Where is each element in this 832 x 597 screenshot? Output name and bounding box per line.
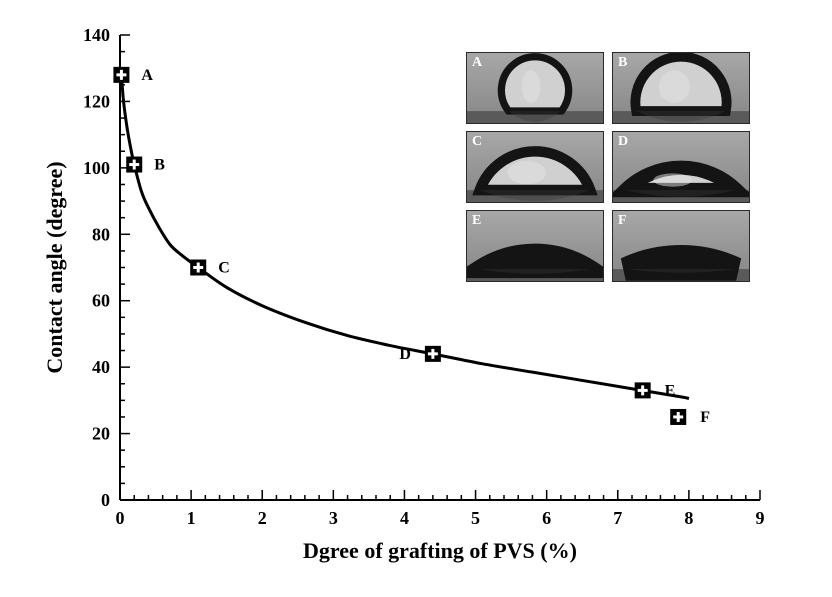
inset-drop-image: C (466, 131, 604, 203)
x-tick-label: 0 (116, 508, 125, 528)
data-point (190, 260, 206, 276)
y-tick-label: 20 (92, 424, 110, 444)
figure-container: 0 1 2 3 4 5 6 7 8 9 0 20 40 60 80 100 120 140 Dgree of gra… (0, 0, 832, 597)
inset-drop-image: B (612, 52, 750, 124)
inset-drop-image: F (612, 210, 750, 282)
data-point (670, 409, 686, 425)
inset-drop-image: D (612, 131, 750, 203)
point-label: D (399, 346, 411, 363)
point-label: B (154, 157, 165, 174)
x-tick-label: 9 (756, 508, 765, 528)
point-label: F (700, 409, 710, 426)
inset-panel: A B C D E F (466, 52, 750, 282)
point-label: A (141, 67, 153, 84)
y-tick-label: 0 (101, 490, 110, 510)
inset-label: A (472, 55, 482, 71)
point-label: C (218, 260, 230, 277)
y-tick-label: 80 (92, 224, 110, 244)
x-tick-label: 2 (258, 508, 267, 528)
inset-label: E (472, 213, 481, 229)
y-tick-label: 100 (83, 158, 110, 178)
y-tick-label: 140 (83, 25, 110, 45)
x-axis-label: Dgree of grafting of PVS (%) (303, 538, 577, 563)
inset-drop-image: E (466, 210, 604, 282)
y-tick-label: 120 (83, 91, 110, 111)
data-point (635, 382, 651, 398)
x-tick-label: 7 (613, 508, 622, 528)
x-tick-label: 4 (400, 508, 409, 528)
x-tick-label: 1 (187, 508, 196, 528)
data-point (425, 346, 441, 362)
inset-label: B (618, 55, 627, 71)
y-tick-label: 60 (92, 291, 110, 311)
x-tick-label: 8 (684, 508, 693, 528)
inset-label: C (472, 134, 482, 150)
data-point (113, 67, 129, 83)
inset-label: F (618, 213, 627, 229)
y-axis-label: Contact angle (degree) (42, 161, 67, 373)
x-tick-label: 6 (542, 508, 551, 528)
x-tick-label: 5 (471, 508, 480, 528)
data-point (126, 157, 142, 173)
y-tick-label: 40 (92, 357, 110, 377)
inset-label: D (618, 134, 628, 150)
point-label: E (665, 382, 676, 399)
inset-drop-image: A (466, 52, 604, 124)
x-tick-label: 3 (329, 508, 338, 528)
